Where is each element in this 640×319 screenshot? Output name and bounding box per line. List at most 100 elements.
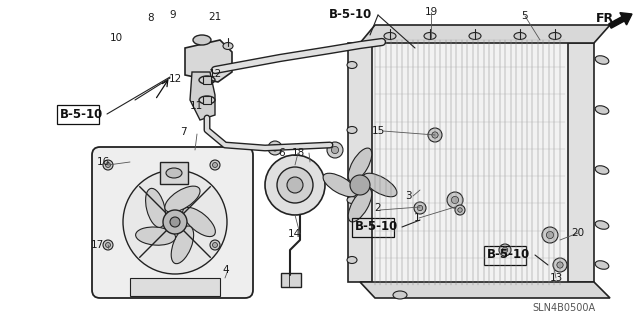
Text: 15: 15 [371,126,385,136]
Bar [568,43,594,282]
Text: B-5-10: B-5-10 [329,9,372,21]
Ellipse shape [182,207,216,237]
Text: SLN4B0500A: SLN4B0500A [532,303,596,313]
Text: 2: 2 [374,203,381,213]
Ellipse shape [424,33,436,40]
Polygon shape [185,40,232,82]
Circle shape [287,177,303,193]
Circle shape [502,247,508,253]
Circle shape [103,240,113,250]
Text: 6: 6 [278,148,285,158]
Circle shape [103,160,113,170]
Circle shape [163,210,187,234]
Circle shape [432,132,438,138]
Circle shape [212,162,218,167]
Text: 12: 12 [168,74,182,84]
Text: 19: 19 [424,7,438,17]
Polygon shape [360,282,610,298]
Circle shape [553,258,567,272]
Ellipse shape [223,42,233,49]
Bar [352,218,394,237]
Ellipse shape [384,33,396,40]
FancyArrow shape [609,13,632,28]
Circle shape [350,175,370,195]
Ellipse shape [595,106,609,114]
FancyBboxPatch shape [92,147,253,298]
Text: 17: 17 [90,240,104,250]
Bar [348,43,372,282]
Circle shape [428,128,442,142]
Bar [130,278,220,296]
Ellipse shape [136,227,175,245]
Ellipse shape [193,35,211,45]
Circle shape [542,227,558,243]
Bar [281,273,301,287]
Circle shape [499,244,511,256]
Text: 13: 13 [549,273,563,283]
Text: 8: 8 [148,13,154,23]
Circle shape [272,145,278,151]
Bar [370,35,570,290]
Circle shape [277,167,313,203]
Ellipse shape [172,226,194,264]
Circle shape [547,231,554,239]
Bar [203,96,211,104]
Circle shape [458,208,462,212]
Text: 4: 4 [222,265,228,275]
Ellipse shape [166,168,182,178]
Circle shape [106,162,111,167]
Bar [57,105,99,124]
Text: 9: 9 [170,10,176,20]
Ellipse shape [323,173,357,197]
Ellipse shape [347,197,357,204]
Circle shape [451,197,459,204]
Ellipse shape [164,186,200,212]
Circle shape [170,217,180,227]
Polygon shape [190,72,215,120]
Bar [203,76,211,84]
Text: 20: 20 [572,228,584,238]
Text: 21: 21 [208,12,221,22]
Ellipse shape [348,188,372,222]
Bar [160,162,188,184]
Ellipse shape [514,33,526,40]
Text: 12: 12 [209,69,221,79]
Circle shape [212,242,218,248]
Text: 14: 14 [287,229,301,239]
Circle shape [447,192,463,208]
Text: 1: 1 [413,213,420,223]
Text: 3: 3 [404,191,412,201]
Text: 16: 16 [97,157,109,167]
Text: B-5-10: B-5-10 [355,220,398,234]
Circle shape [455,205,465,215]
Circle shape [210,160,220,170]
Text: 18: 18 [291,148,305,158]
Ellipse shape [146,188,166,227]
Circle shape [557,262,563,268]
Text: 5: 5 [522,11,528,21]
Polygon shape [360,25,610,43]
Circle shape [123,170,227,274]
Ellipse shape [347,62,357,69]
Circle shape [265,155,325,215]
Ellipse shape [393,291,407,299]
Ellipse shape [347,256,357,263]
Ellipse shape [549,33,561,40]
Ellipse shape [595,221,609,229]
Ellipse shape [347,127,357,133]
Text: B-5-10: B-5-10 [60,108,103,121]
Ellipse shape [595,56,609,64]
Text: 7: 7 [180,127,186,137]
Circle shape [327,142,343,158]
Text: FR.: FR. [596,11,619,25]
Ellipse shape [469,33,481,40]
Ellipse shape [363,173,397,197]
Circle shape [210,240,220,250]
Text: B-5-10: B-5-10 [487,249,531,262]
Ellipse shape [595,166,609,174]
Circle shape [332,146,339,154]
Circle shape [414,202,426,214]
Text: 11: 11 [189,101,203,111]
Ellipse shape [348,148,372,182]
Circle shape [417,205,422,211]
